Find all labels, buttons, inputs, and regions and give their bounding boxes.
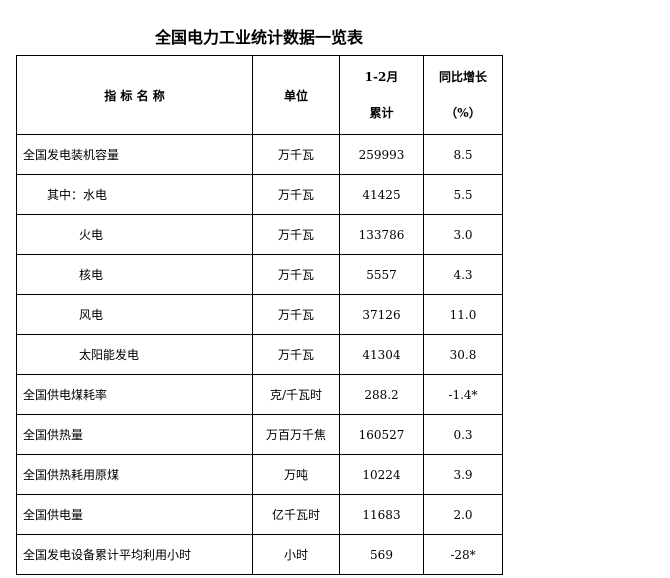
row-unit: 万千瓦	[252, 254, 340, 295]
row-growth: 3.9	[423, 454, 503, 495]
row-name: 其中：水电	[16, 174, 253, 215]
row-growth: 8.5	[423, 134, 503, 175]
row-growth: 11.0	[423, 294, 503, 335]
row-unit: 小时	[252, 534, 340, 575]
table-row: 风电 万千瓦 37126 11.0	[16, 294, 503, 335]
table-row: 太阳能发电 万千瓦 41304 30.8	[16, 334, 503, 375]
row-name: 全国发电装机容量	[16, 134, 253, 175]
row-value: 11683	[339, 494, 424, 535]
header-period-line1: 1-2月	[364, 70, 399, 84]
row-growth: 2.0	[423, 494, 503, 535]
row-name: 核电	[16, 254, 253, 295]
row-unit: 万千瓦	[252, 214, 340, 255]
row-name: 全国发电设备累计平均利用小时	[16, 534, 253, 575]
row-value: 41304	[339, 334, 424, 375]
row-unit: 亿千瓦时	[252, 494, 340, 535]
table-row: 全国供热耗用原煤 万吨 10224 3.9	[16, 454, 503, 495]
table-row: 全国供电量 亿千瓦时 11683 2.0	[16, 494, 503, 535]
row-value: 10224	[339, 454, 424, 495]
row-value: 288.2	[339, 374, 424, 415]
header-period-line2: 累计	[369, 106, 394, 120]
row-value: 41425	[339, 174, 424, 215]
row-value: 5557	[339, 254, 424, 295]
table-row: 全国发电设备累计平均利用小时 小时 569 -28*	[16, 534, 503, 575]
row-unit: 万千瓦	[252, 134, 340, 175]
row-growth: -1.4*	[423, 374, 503, 415]
row-name: 火电	[16, 214, 253, 255]
header-growth-line1: 同比增长	[438, 70, 487, 84]
row-name: 全国供电量	[16, 494, 253, 535]
row-unit: 万千瓦	[252, 174, 340, 215]
table-row: 全国供电煤耗率 克/千瓦时 288.2 -1.4*	[16, 374, 503, 415]
row-unit: 万吨	[252, 454, 340, 495]
row-value: 259993	[339, 134, 424, 175]
row-value: 133786	[339, 214, 424, 255]
table-row: 核电 万千瓦 5557 4.3	[16, 254, 503, 295]
row-growth: 30.8	[423, 334, 503, 375]
row-unit: 万千瓦	[252, 294, 340, 335]
header-unit: 单位	[252, 55, 340, 135]
row-growth: -28*	[423, 534, 503, 575]
header-period: 1-2月累计	[339, 55, 424, 135]
page-title: 全国电力工业统计数据一览表	[154, 28, 363, 47]
header-name: 指 标 名 称	[16, 55, 253, 135]
row-name: 全国供电煤耗率	[16, 374, 253, 415]
row-unit: 万千瓦	[252, 334, 340, 375]
header-growth-line2: （%）	[445, 106, 481, 120]
table-header-row: 指 标 名 称 单位 1-2月累计 同比增长 （%）	[16, 55, 503, 135]
row-value: 160527	[339, 414, 424, 455]
row-value: 37126	[339, 294, 424, 335]
table-row: 全国发电装机容量 万千瓦 259993 8.5	[16, 134, 503, 175]
table-row: 其中：水电 万千瓦 41425 5.5	[16, 174, 503, 215]
row-growth: 4.3	[423, 254, 503, 295]
table-row: 火电 万千瓦 133786 3.0	[16, 214, 503, 255]
header-growth: 同比增长 （%）	[423, 55, 503, 135]
row-unit: 克/千瓦时	[252, 374, 340, 415]
row-value: 569	[339, 534, 424, 575]
row-name: 风电	[16, 294, 253, 335]
row-name: 全国供热量	[16, 414, 253, 455]
table-row: 全国供热量 万百万千焦 160527 0.3	[16, 414, 503, 455]
row-growth: 3.0	[423, 214, 503, 255]
row-unit: 万百万千焦	[252, 414, 340, 455]
row-growth: 0.3	[423, 414, 503, 455]
row-name: 太阳能发电	[16, 334, 253, 375]
statistics-table: 指 标 名 称 单位 1-2月 累计 同比增长 （%） 全国发电装机容量 万千瓦 259…	[16, 55, 503, 575]
row-name: 全国供热耗用原煤	[16, 454, 253, 495]
row-growth: 5.5	[423, 174, 503, 215]
